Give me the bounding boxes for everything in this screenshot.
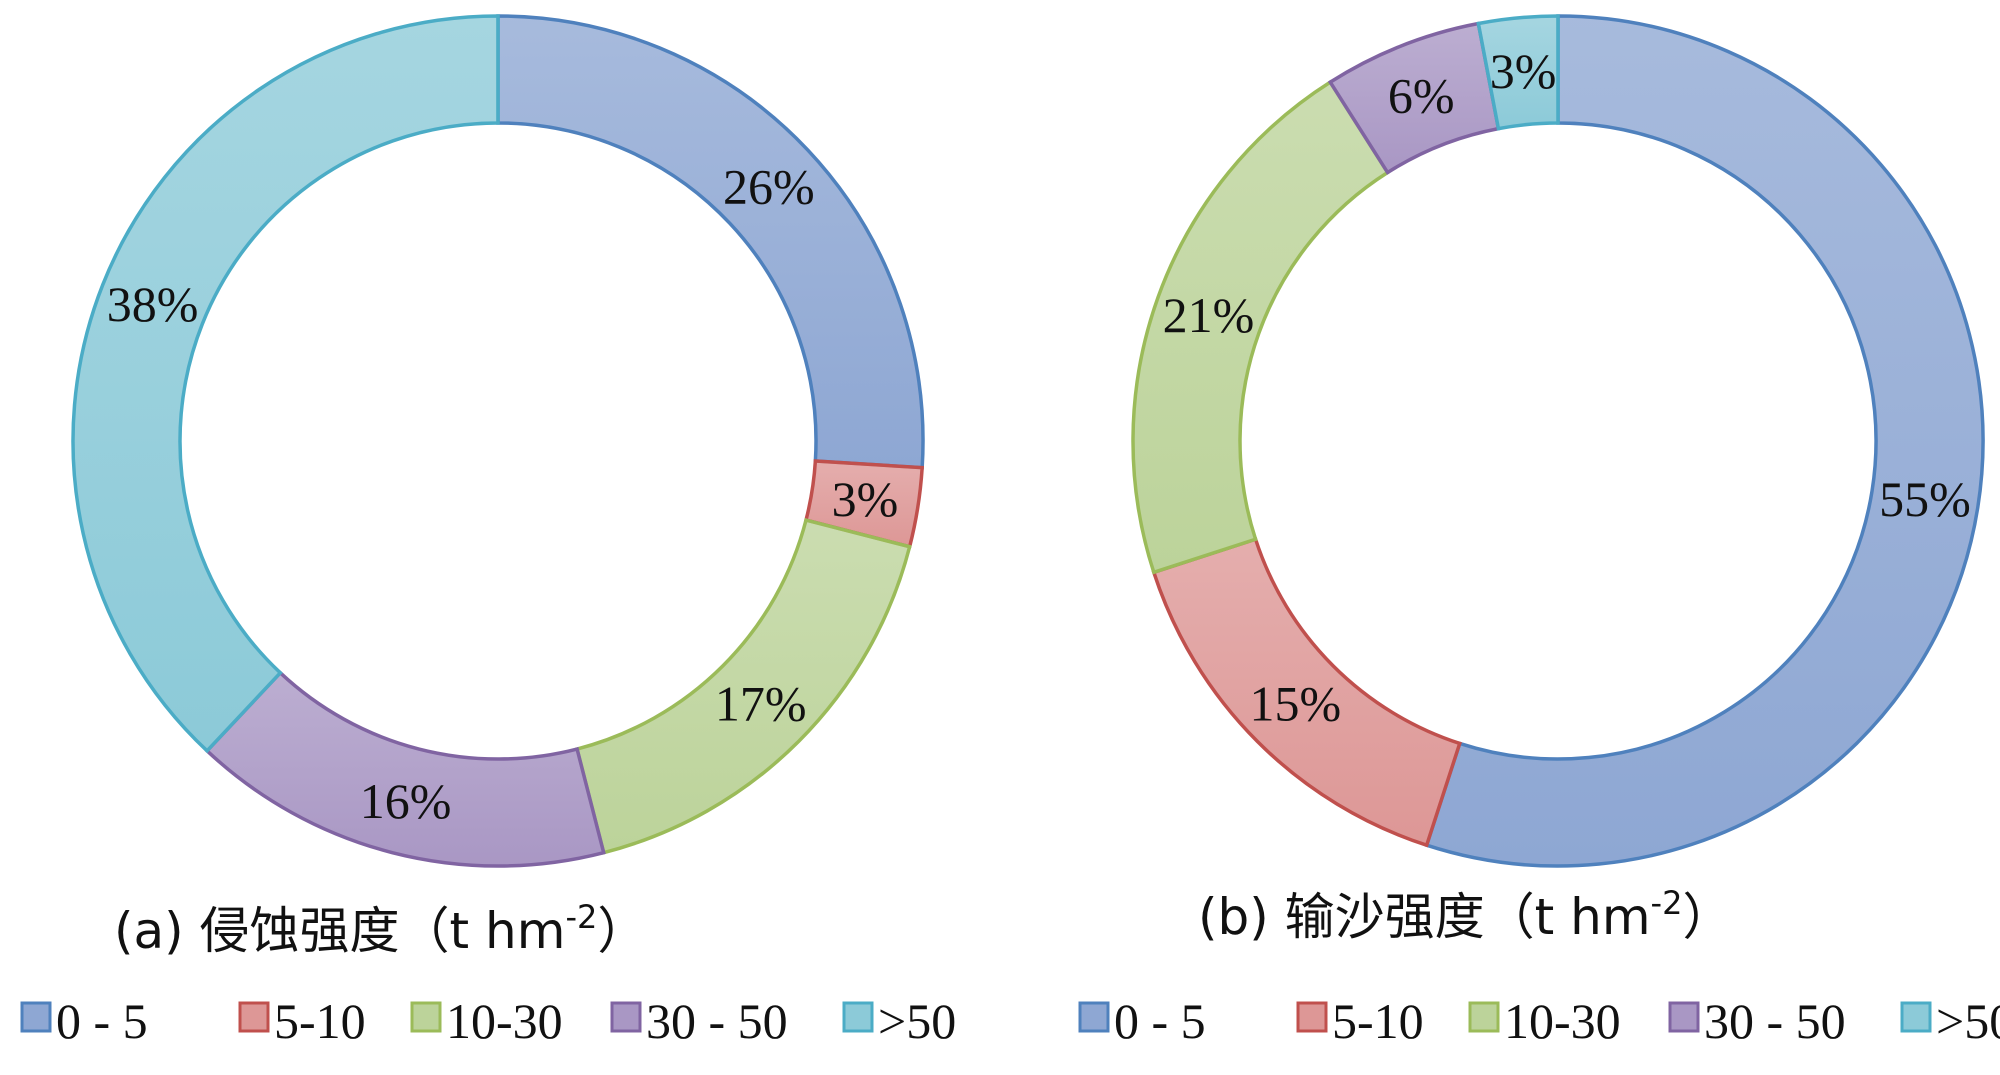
legend-a: 0 - 5 5-10 10-30 30 - 50 >50 <box>20 993 956 1049</box>
legend-swatch-b-3 <box>1468 1001 1500 1033</box>
data-label-a-5: 38% <box>107 276 199 332</box>
donut-chart-b: 55% 15% 21% 6% 3% (b) 输沙强度（t hm-2） 0 - 5 5-10 10… <box>1078 14 2000 1049</box>
donut-slice-a-1 <box>496 14 925 470</box>
legend-swatch-a-1 <box>20 1001 52 1033</box>
legend-label-a-3: 10-30 <box>446 993 563 1049</box>
data-label-a-3: 17% <box>715 676 807 732</box>
data-label-b-1: 55% <box>1879 471 1971 527</box>
donut-slice-b-5 <box>1476 14 1560 131</box>
legend-swatch-b-2 <box>1296 1001 1328 1033</box>
donut-slice-a-5 <box>71 14 500 754</box>
data-label-a-2: 3% <box>832 471 899 527</box>
data-label-a-4: 16% <box>360 773 452 829</box>
legend-label-a-2: 5-10 <box>274 993 366 1049</box>
chart-title-b: (b) 输沙强度（t hm-2） <box>1198 884 1732 946</box>
legend-b: 0 - 5 5-10 10-30 30 - 50 >50 <box>1078 993 2000 1049</box>
donut-slice-b-1 <box>1424 14 1985 868</box>
donut-slice-a-4 <box>204 670 606 868</box>
legend-label-a-1: 0 - 5 <box>56 993 148 1049</box>
data-label-b-2: 15% <box>1249 676 1341 732</box>
legend-swatch-b-5 <box>1900 1001 1932 1033</box>
donut-chart-a: 26% 3% 17% 16% 38% (a) 侵蚀强度（t hm-2） 0 - 5 5-10 1… <box>20 14 956 1049</box>
legend-swatch-a-4 <box>610 1001 642 1033</box>
legend-swatch-b-1 <box>1078 1001 1110 1033</box>
legend-swatch-a-2 <box>238 1001 270 1033</box>
data-label-a-1: 26% <box>723 159 815 215</box>
data-label-b-4: 6% <box>1388 68 1455 124</box>
data-label-b-5: 3% <box>1490 43 1557 99</box>
data-label-b-3: 21% <box>1163 287 1255 343</box>
legend-label-b-1: 0 - 5 <box>1114 993 1206 1049</box>
legend-label-b-4: 30 - 50 <box>1704 993 1846 1049</box>
legend-label-b-3: 10-30 <box>1504 993 1621 1049</box>
legend-label-a-5: >50 <box>878 993 956 1049</box>
legend-label-b-5: >50 <box>1936 993 2000 1049</box>
legend-label-a-4: 30 - 50 <box>646 993 788 1049</box>
chart-title-a: (a) 侵蚀强度（t hm-2） <box>114 898 647 960</box>
legend-swatch-a-3 <box>410 1001 442 1033</box>
legend-swatch-b-4 <box>1668 1001 1700 1033</box>
legend-swatch-a-5 <box>842 1001 874 1033</box>
legend-label-b-2: 5-10 <box>1332 993 1424 1049</box>
